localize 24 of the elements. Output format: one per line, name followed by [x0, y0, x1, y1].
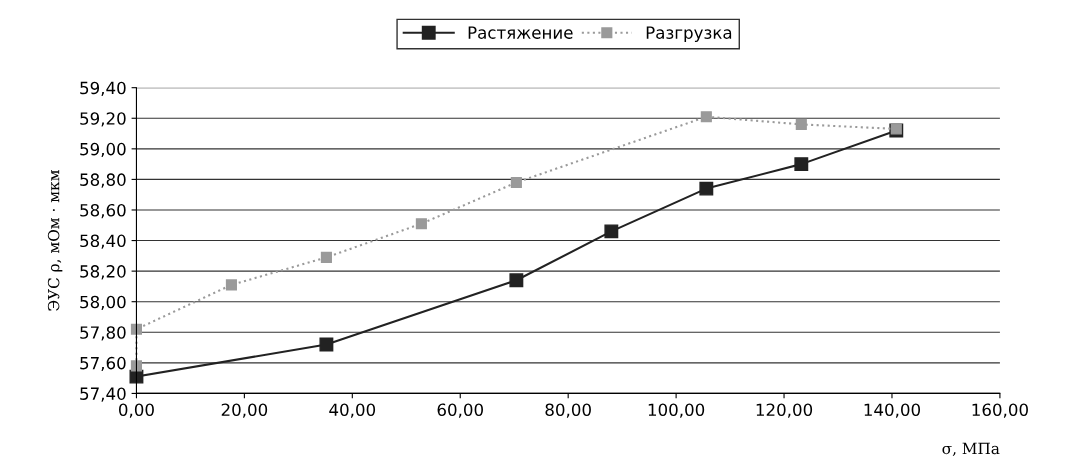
- y-tick-label: 58,40: [80, 234, 126, 249]
- y-tick-label: 59,20: [80, 112, 126, 127]
- y-tick-label: 59,40: [80, 81, 126, 96]
- y-tick-label: 59,00: [80, 142, 126, 158]
- x-tick-label: 120,00: [756, 403, 813, 418]
- legend-label: Разгрузка: [646, 26, 732, 43]
- x-tick-label: 160,00: [972, 403, 1028, 418]
- y-tick-label: 57,80: [80, 326, 126, 341]
- x-tick-label: 80,00: [545, 403, 591, 418]
- x-tick-label: 140,00: [864, 403, 921, 418]
- x-tick-label: 20,00: [221, 403, 268, 418]
- y-tick-label: 58,80: [80, 173, 126, 188]
- y-tick-label: 57,60: [80, 356, 126, 372]
- x-tick-label: 0,00: [118, 403, 154, 418]
- x-axis-title: σ, МПа: [942, 442, 1000, 457]
- y-tick-label: 58,60: [80, 203, 126, 219]
- y-tick-label: 58,20: [80, 265, 126, 280]
- x-tick-label: 40,00: [329, 403, 376, 418]
- legend-label: Растяжение: [468, 26, 573, 39]
- x-tick-label: 100,00: [648, 403, 705, 418]
- y-tick-label: 58,00: [80, 295, 126, 310]
- y-tick-label: 57,40: [80, 387, 126, 402]
- x-tick-label: 60,00: [437, 403, 483, 418]
- y-axis-title: ЭУС ρ, мОм · мкм: [47, 170, 63, 311]
